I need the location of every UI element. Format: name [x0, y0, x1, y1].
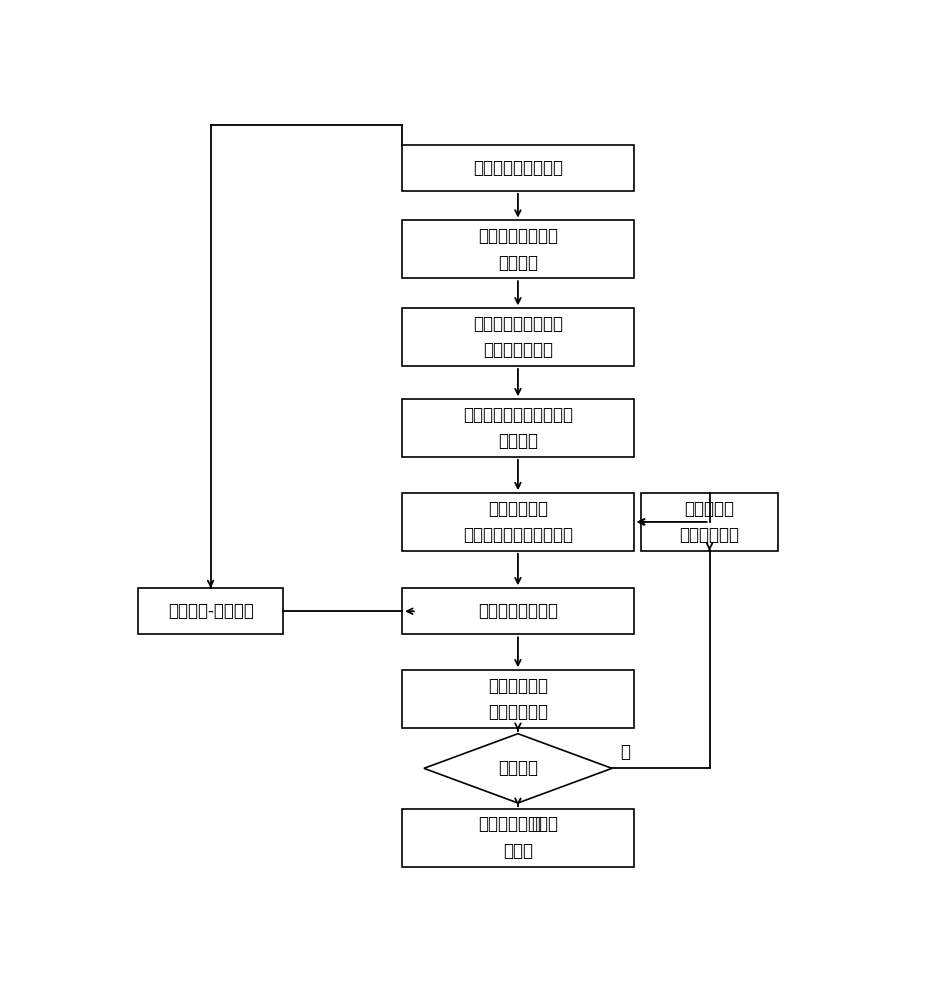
Polygon shape	[424, 734, 612, 803]
Text: 优化算法求解
（蚁群算法）: 优化算法求解 （蚁群算法）	[488, 677, 548, 721]
FancyBboxPatch shape	[402, 399, 634, 457]
FancyBboxPatch shape	[402, 145, 634, 191]
Text: 模型参数敏感性分析
（正交分析法）: 模型参数敏感性分析 （正交分析法）	[473, 315, 563, 359]
FancyBboxPatch shape	[402, 220, 634, 278]
FancyBboxPatch shape	[402, 493, 634, 551]
Text: 是: 是	[531, 815, 541, 833]
Text: 否: 否	[620, 743, 631, 761]
Text: 收敛准则: 收敛准则	[498, 759, 538, 777]
FancyBboxPatch shape	[402, 809, 634, 867]
FancyBboxPatch shape	[402, 670, 634, 728]
FancyBboxPatch shape	[641, 493, 778, 551]
Text: 增加样本点
更新近似模型: 增加样本点 更新近似模型	[679, 500, 740, 544]
Text: 确定待识别的模型参数及
取值范围: 确定待识别的模型参数及 取值范围	[463, 406, 573, 450]
Text: 建立反求目标函数: 建立反求目标函数	[478, 602, 558, 620]
Text: 建立相应的离散元
数值模型: 建立相应的离散元 数值模型	[478, 227, 558, 272]
Text: 构建近似模型
（支持向量机回归模型）: 构建近似模型 （支持向量机回归模型）	[463, 500, 573, 544]
FancyBboxPatch shape	[402, 588, 634, 634]
Text: 输出待确定的模型
参数值: 输出待确定的模型 参数值	[478, 815, 558, 860]
Text: 测量应力-应变响应: 测量应力-应变响应	[168, 602, 254, 620]
Text: 准静态单轴压缩实验: 准静态单轴压缩实验	[473, 159, 563, 177]
FancyBboxPatch shape	[402, 308, 634, 366]
FancyBboxPatch shape	[138, 588, 283, 634]
